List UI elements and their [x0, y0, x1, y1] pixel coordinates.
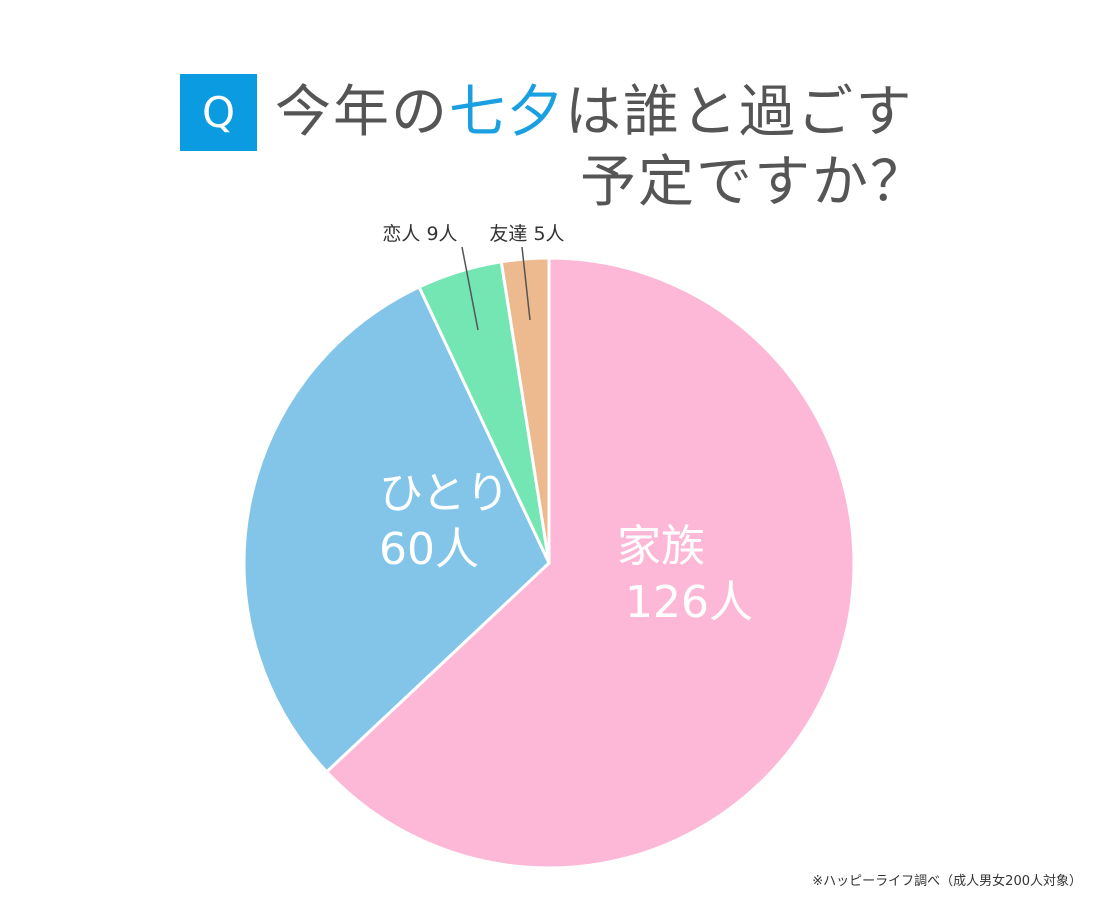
- slice-label-name: ひとり: [379, 468, 510, 519]
- pie-slices: [242, 256, 856, 870]
- title-highlight: 七夕: [449, 80, 565, 145]
- leader-line-2: [461, 246, 479, 331]
- pie-slice-1: [242, 285, 551, 774]
- slice-label-2: 恋人 9人: [382, 223, 457, 245]
- slice-label-0: 家族 126人: [617, 521, 753, 628]
- title-text-post: は誰と過ごす: [565, 80, 914, 145]
- slice-label-value: 60人: [379, 524, 479, 575]
- question-badge: Q: [180, 74, 257, 151]
- slice-label-value: 126人: [625, 577, 753, 628]
- title-text-pre: 今年の: [275, 80, 449, 145]
- pie-slice-3: [499, 256, 551, 564]
- leader-lines: [461, 246, 531, 331]
- slice-label-1: ひとり 60人: [379, 468, 510, 575]
- title-line-2: 予定ですか？: [580, 150, 928, 215]
- source-footnote: ※ハッピーライフ調べ（成人男女200人対象）: [812, 874, 1082, 889]
- leader-line-3: [521, 246, 531, 321]
- slice-label-name: 家族: [617, 521, 705, 572]
- title-line-1: 今年の七夕は誰と過ごす: [275, 78, 914, 148]
- pie-slice-0: [324, 256, 856, 870]
- slice-label-3: 友達 5人: [489, 223, 564, 245]
